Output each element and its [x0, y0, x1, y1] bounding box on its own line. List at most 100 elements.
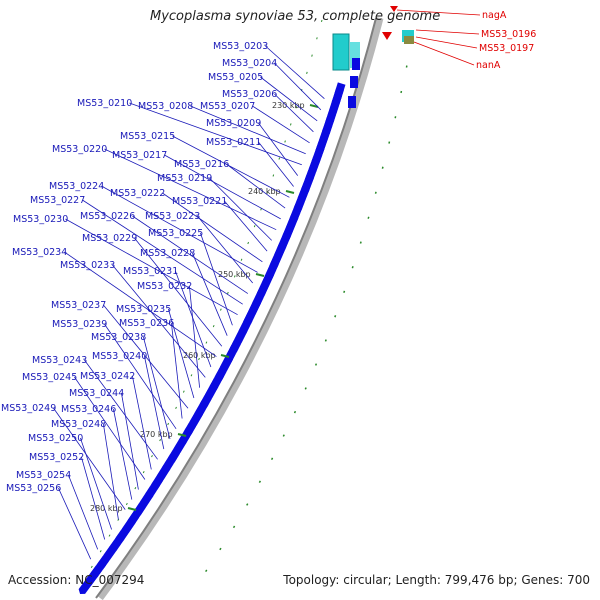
leader-line: [132, 375, 152, 470]
leader-line: [132, 215, 249, 294]
red-leader-line: [415, 29, 480, 35]
leader-line: [224, 200, 268, 252]
gene-label: MS53_0246: [61, 404, 116, 415]
gene-label: MS53_0206: [222, 89, 277, 100]
gene-label: MS53_0208: [138, 101, 193, 112]
gene-label: MS53_0227: [30, 195, 85, 206]
red-gene-label: MS53_0196: [481, 29, 536, 40]
gene-label: MS53_0231: [123, 266, 178, 277]
gene-label: MS53_0224: [49, 181, 104, 192]
leader-line: [168, 308, 195, 399]
leader-line: [265, 45, 325, 99]
gene-label: MS53_0232: [137, 281, 192, 292]
gene-label: MS53_0217: [112, 150, 167, 161]
gene-label: MS53_0225: [148, 228, 203, 239]
red-gene-arrow: [390, 6, 398, 12]
leader-line: [129, 102, 302, 166]
gene-label: MS53_0216: [174, 159, 229, 170]
leader-line: [81, 456, 106, 540]
gene-label: MS53_0256: [6, 483, 61, 494]
gene-label: MS53_0210: [77, 98, 132, 109]
gene-label: MS53_0204: [222, 58, 277, 69]
leader-line: [113, 408, 133, 500]
gene-label: MS53_0230: [13, 214, 68, 225]
leader-line: [175, 270, 212, 368]
leader-line: [121, 392, 139, 490]
gene-label: MS53_0211: [206, 137, 261, 148]
leader-line: [197, 215, 254, 284]
red-gene-label: nagA: [482, 10, 507, 21]
leader-line: [103, 423, 119, 520]
red-label-group: nagA MS53_0196 MS53_0197 nanA: [396, 9, 536, 71]
gene-label: MS53_0254: [16, 470, 71, 481]
summary-text: Topology: circular; Length: 799,476 bp; …: [283, 573, 590, 587]
leader-line: [274, 62, 322, 111]
gene-label: MS53_0223: [145, 211, 200, 222]
leader-line: [189, 285, 200, 388]
leader-line: [64, 251, 217, 357]
gene-arrow: [352, 58, 360, 70]
red-leader-line: [415, 36, 478, 49]
gene-label: MS53_0233: [60, 260, 115, 271]
red-gene-label: nanA: [476, 60, 501, 71]
kbp-tick-label: 260 kbp: [183, 351, 216, 360]
tick-mark: [285, 190, 295, 194]
leader-line: [200, 232, 233, 326]
gene-label: MS53_0209: [206, 118, 261, 129]
tick-mark: [177, 433, 187, 437]
gene-label: MS53_0248: [51, 419, 106, 430]
gene-arrow: [78, 570, 99, 594]
cyan-feature: [332, 33, 350, 71]
gene-label: MS53_0221: [172, 196, 227, 207]
gene-label: MS53_0219: [157, 173, 212, 184]
kbp-tick-label: 270 kbp: [140, 430, 173, 439]
leader-line: [164, 154, 281, 220]
leader-line: [144, 355, 165, 450]
leader-line: [112, 264, 206, 378]
gene-label: MS53_0249: [1, 403, 56, 414]
leader-line: [274, 93, 314, 133]
red-gene-arrow: [382, 32, 392, 40]
tick-mark: [309, 104, 319, 108]
leader-line: [143, 336, 171, 440]
gene-label: MS53_0215: [120, 131, 175, 142]
kbp-tick-label: 280 kbp: [90, 504, 123, 513]
tick-mark: [255, 273, 265, 277]
leader-line: [104, 323, 177, 430]
leader-line: [192, 252, 228, 336]
accession-text: Accession: NC_007294: [8, 573, 145, 587]
red-leader-line: [413, 41, 475, 66]
gene-label: MS53_0228: [140, 248, 195, 259]
kbp-tick-label: 230 kbp: [272, 101, 305, 110]
kbp-ticks: 230 kbp 240 kbp 250 kbp 260 kbp 270 kbp 280 k…: [90, 101, 319, 513]
gene-label: MS53_0234: [12, 247, 67, 258]
kbp-tick-label: 240 kbp: [248, 187, 281, 196]
olive-feature: [404, 36, 414, 44]
gene-label: MS53_0236: [119, 318, 174, 329]
gene-track: [78, 58, 360, 594]
gene-arrow: [348, 96, 356, 108]
gene-label: MS53_0239: [52, 319, 107, 330]
gene-label: MS53_0242: [80, 371, 135, 382]
gene-label: MS53_0245: [22, 372, 77, 383]
gene-label: MS53_0237: [51, 300, 106, 311]
leader-line: [58, 487, 92, 560]
leader-line: [84, 359, 158, 460]
red-gene-label: MS53_0197: [479, 43, 534, 54]
leader-line: [134, 237, 223, 347]
leader-line: [260, 76, 318, 122]
cyan-feature: [350, 42, 360, 68]
gene-label: MS53_0235: [116, 304, 171, 315]
leader-line: [209, 177, 272, 241]
gene-label: MS53_0238: [91, 332, 146, 343]
tick-mark: [127, 507, 137, 511]
leader-line: [103, 304, 189, 409]
gene-label: MS53_0243: [32, 355, 87, 366]
leader-line: [172, 135, 290, 198]
gene-label: MS53_0250: [28, 433, 83, 444]
leader-line: [258, 141, 294, 187]
gene-label: MS53_0229: [82, 233, 137, 244]
gene-label: MS53_0222: [110, 188, 165, 199]
leader-line: [190, 105, 306, 155]
